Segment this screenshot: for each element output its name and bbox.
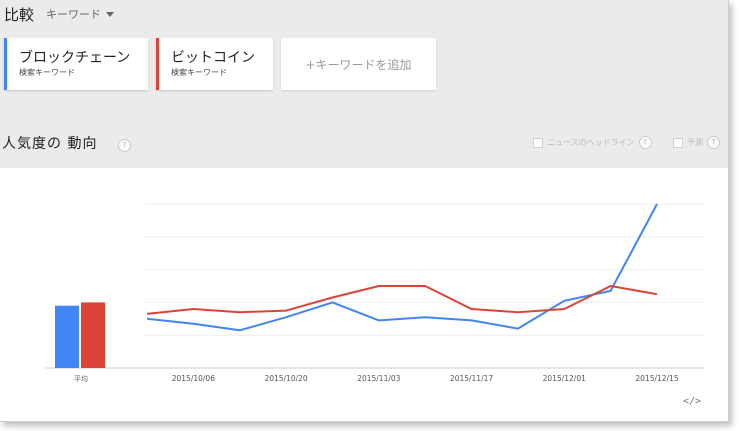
news-headlines-label: ニュースのヘッドライン [547, 138, 635, 147]
add-keyword-button[interactable]: +キーワードを追加 [281, 38, 436, 90]
keyword-color-bar [156, 38, 159, 90]
section-title: 人気度の 動向 [2, 136, 98, 152]
news-headlines-option[interactable]: ニュースのヘッドライン ? [533, 136, 652, 149]
help-icon[interactable]: ? [638, 136, 652, 149]
compare-mode-dropdown[interactable]: キーワード [46, 6, 115, 22]
forecast-checkbox[interactable] [673, 137, 683, 148]
chevron-down-icon [106, 11, 115, 17]
news-headlines-checkbox[interactable] [533, 137, 543, 148]
series-line-blockchain [146, 203, 658, 332]
compare-header: 比較 キーワード [4, 4, 115, 24]
embed-code-icon[interactable]: </> [683, 396, 702, 407]
series-line-bitcoin [146, 285, 658, 315]
average-label: 平均 [74, 374, 88, 383]
x-tick-label: 2015/10/20 [264, 374, 307, 383]
average-bar-blockchain [55, 305, 79, 368]
x-tick-label: 2015/11/03 [357, 374, 400, 383]
compare-mode-label: キーワード [46, 8, 102, 21]
trends-panel: 比較 キーワード ブロックチェーン 検索キーワード ビットコイン 検索キーワード… [0, 0, 729, 422]
x-tick-label: 2015/10/06 [172, 374, 215, 383]
keyword-type: 検索キーワード [171, 68, 227, 77]
x-tick-label: 2015/12/01 [543, 374, 586, 383]
keyword-card-blockchain[interactable]: ブロックチェーン 検索キーワード [4, 38, 148, 90]
x-tick-label: 2015/12/15 [635, 374, 678, 383]
interest-over-time-chart-area: 平均 2015/10/06 2015/10/20 2015/11/03 2015/11/… [0, 168, 728, 421]
keyword-type: 検索キーワード [19, 68, 75, 77]
x-tick-label: 2015/11/17 [450, 374, 493, 383]
keyword-name: ビットコイン [171, 50, 255, 66]
interest-over-time-chart: 平均 2015/10/06 2015/10/20 2015/11/03 2015/11/… [45, 203, 704, 383]
help-icon[interactable]: ? [118, 139, 131, 152]
average-bar-bitcoin [81, 302, 105, 368]
compare-title: 比較 [4, 5, 35, 24]
forecast-label: 予測 [687, 138, 703, 147]
help-icon[interactable]: ? [707, 136, 720, 149]
forecast-option[interactable]: 予測 ? [673, 136, 720, 149]
keyword-card-bitcoin[interactable]: ビットコイン 検索キーワード [156, 38, 273, 90]
keyword-name: ブロックチェーン [19, 50, 131, 66]
keyword-color-bar [4, 38, 7, 90]
